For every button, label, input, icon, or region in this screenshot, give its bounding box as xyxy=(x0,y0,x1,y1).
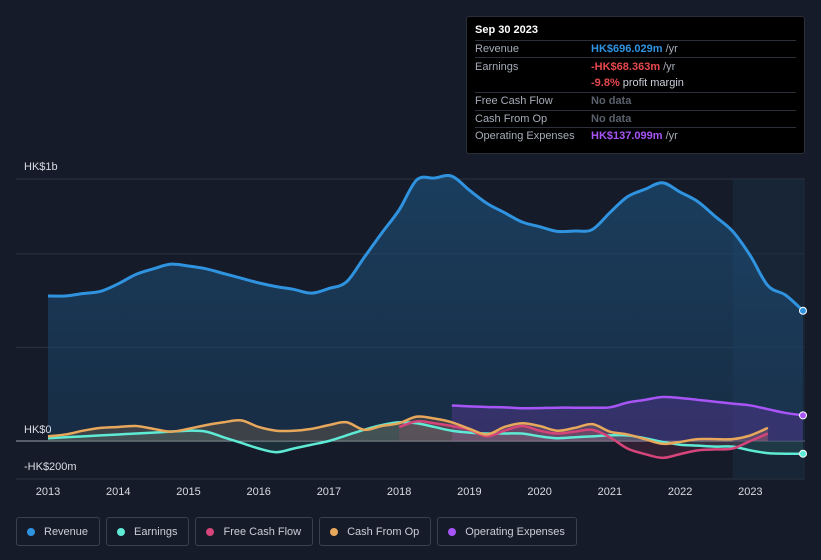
legend-dot-icon xyxy=(448,527,457,536)
legend-item-cash-from-op[interactable]: Cash From Op xyxy=(319,517,432,546)
tooltip-value: HK$696.029m xyxy=(591,43,663,56)
legend-item-free-cash-flow[interactable]: Free Cash Flow xyxy=(195,517,314,546)
earnings-area xyxy=(48,422,803,454)
legend-label: Revenue xyxy=(44,525,89,538)
tooltip-key: Earnings xyxy=(475,60,519,73)
x-tick-label: 2019 xyxy=(457,486,481,498)
tooltip-row: -9.8% profit margin xyxy=(475,75,796,92)
free-cash-flow-area xyxy=(399,421,768,458)
x-tick-label: 2020 xyxy=(527,486,551,498)
y-axis-label: HK$1b xyxy=(24,161,58,173)
y-axis-label: HK$0 xyxy=(24,424,52,436)
series-lines xyxy=(47,174,805,460)
revenue-end-marker xyxy=(799,306,807,315)
tooltip-panel: Sep 30 2023 Revenue HK$696.029m/yr Earning… xyxy=(466,16,805,154)
x-tick-label: 2017 xyxy=(317,486,341,498)
revenue-area xyxy=(48,175,803,441)
x-axis-labels: 2013 2014 2015 2016 2017 2018 2019 2020 2021 2022… xyxy=(36,486,763,498)
tooltip-key: Cash From Op xyxy=(475,112,548,125)
x-tick-label: 2016 xyxy=(246,486,270,498)
earnings-end-marker xyxy=(799,449,807,458)
legend-dot-icon xyxy=(330,527,339,536)
end-markers xyxy=(799,306,807,458)
legend-label: Free Cash Flow xyxy=(223,525,302,538)
cash-from-op-line xyxy=(47,415,769,446)
legend-item-earnings[interactable]: Earnings xyxy=(106,517,190,546)
tooltip-row: Operating Expenses HK$137.099m/yr xyxy=(475,126,796,144)
tooltip-value: No data xyxy=(591,95,632,108)
legend-label: Cash From Op xyxy=(347,525,420,538)
tooltip-row: Free Cash Flow No data xyxy=(475,92,796,109)
tooltip-value: -9.8% xyxy=(591,77,620,90)
legend-item-operating-expenses[interactable]: Operating Expenses xyxy=(437,517,577,546)
tooltip-value: No data xyxy=(591,112,632,125)
y-axis-labels: HK$1b HK$0 -HK$200m xyxy=(24,161,77,473)
legend-dot-icon xyxy=(27,527,35,536)
earnings-line xyxy=(47,420,804,456)
x-tick-label: 2013 xyxy=(36,486,60,498)
operating-expenses-line xyxy=(451,395,804,417)
series-areas xyxy=(48,175,803,458)
tooltip-row: Earnings -HK$68.363m/yr xyxy=(475,57,796,74)
x-tick-label: 2014 xyxy=(106,486,130,498)
tooltip-row: Revenue HK$696.029m/yr xyxy=(475,40,796,57)
x-tick-label: 2023 xyxy=(738,486,762,498)
tooltip-rows: Revenue HK$696.029m/yr Earnings -HK$68.363m… xyxy=(475,40,796,144)
x-tick-label: 2022 xyxy=(668,486,692,498)
legend-dot-icon xyxy=(206,527,215,536)
operating-expenses-end-marker xyxy=(799,411,807,420)
free-cash-flow-line xyxy=(398,419,769,460)
legend-item-revenue[interactable]: Revenue xyxy=(16,517,101,546)
y-axis-label: -HK$200m xyxy=(24,461,77,473)
tooltip-unit: /yr xyxy=(665,130,678,143)
legend: Revenue Earnings Free Cash Flow Cash From O… xyxy=(16,517,577,546)
tooltip-row: Cash From Op No data xyxy=(475,109,796,127)
tooltip-unit: /yr xyxy=(663,60,676,73)
tooltip-value: -HK$68.363m xyxy=(591,60,661,73)
legend-label: Earnings xyxy=(134,525,178,538)
tooltip-unit: /yr xyxy=(665,43,678,56)
tooltip-key: Operating Expenses xyxy=(475,130,575,143)
legend-label: Operating Expenses xyxy=(465,525,565,538)
tooltip-value: HK$137.099m xyxy=(591,130,663,143)
x-tick-label: 2018 xyxy=(387,486,411,498)
x-tick-label: 2015 xyxy=(176,486,200,498)
legend-dot-icon xyxy=(117,527,126,536)
tooltip-key: Revenue xyxy=(475,43,520,56)
revenue-line xyxy=(47,174,805,312)
tooltip-date: Sep 30 2023 xyxy=(475,24,538,36)
tooltip-key: Free Cash Flow xyxy=(475,95,553,108)
tooltip-unit: profit margin xyxy=(622,77,684,90)
x-tick-label: 2021 xyxy=(598,486,622,498)
